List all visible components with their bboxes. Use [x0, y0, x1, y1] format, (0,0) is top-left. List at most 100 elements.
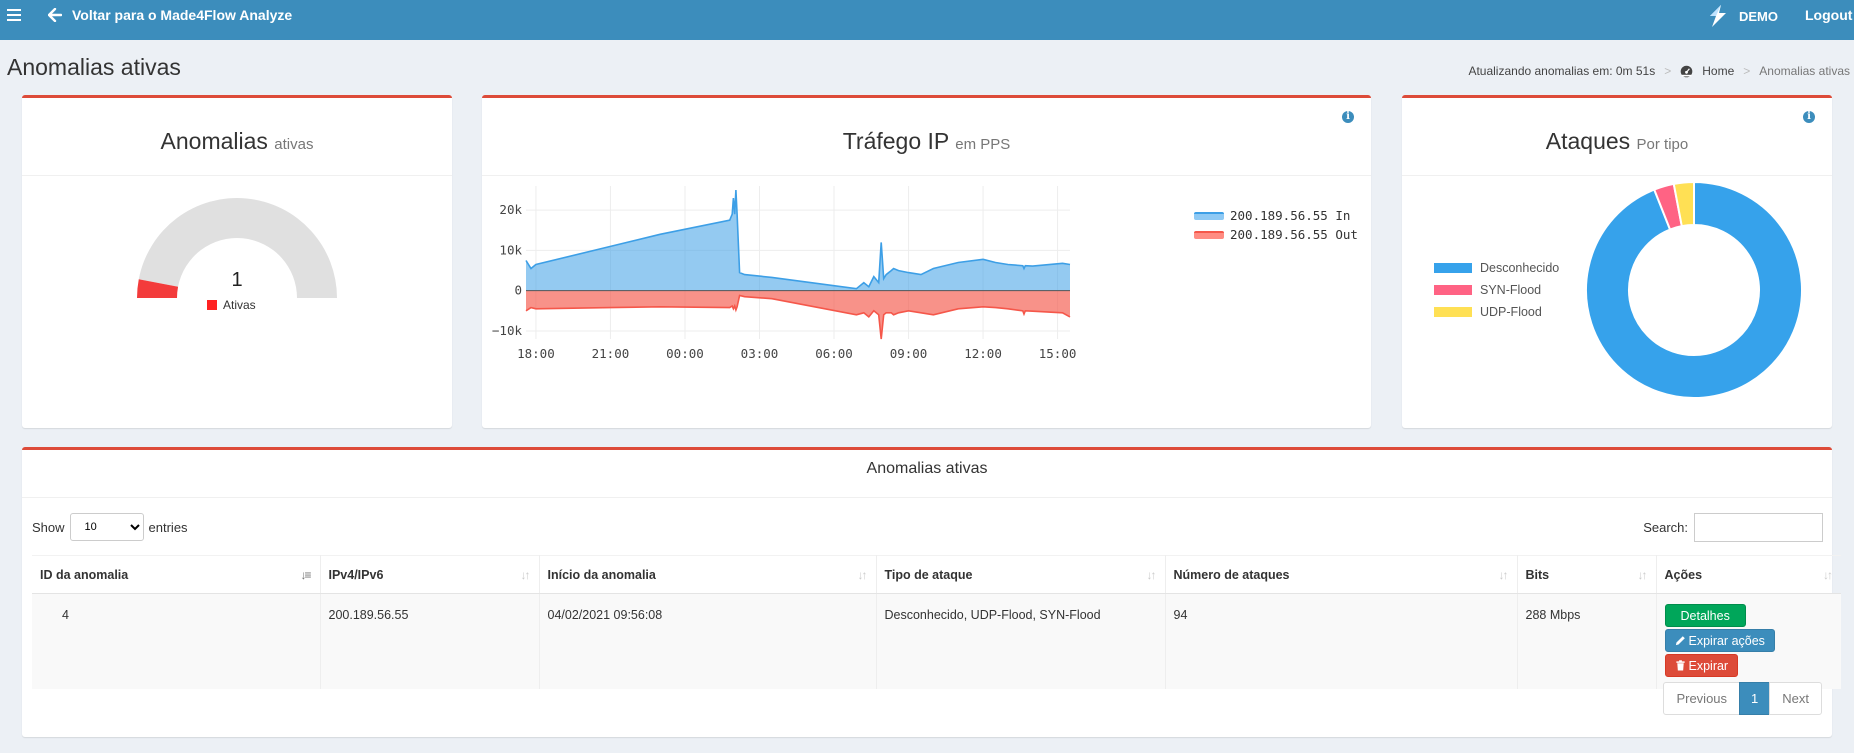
column-header-type[interactable]: Tipo de ataque ↓↑ [876, 555, 1166, 594]
pagination: Previous 1 Next [1663, 682, 1822, 715]
legend-desconhecido[interactable]: Desconhecido [1434, 261, 1559, 275]
x-tick-label: 12:00 [964, 346, 1002, 361]
entries-control: Show 10 entries [32, 513, 188, 541]
breadcrumb-separator: > [1743, 64, 1751, 78]
box-header: Anomalias ativas [22, 98, 452, 176]
active-anomalies-table-box: Anomalias ativas Show 10 entries Search:… [22, 447, 1841, 737]
pagination-next[interactable]: Next [1769, 682, 1822, 715]
pagination-previous[interactable]: Previous [1663, 682, 1741, 715]
expire-button[interactable]: Expirar [1664, 654, 1739, 677]
top-navbar: Voltar para o Made4Flow Analyze DEMO Log… [0, 0, 1854, 40]
sort-icon: ↓↑ [1146, 568, 1157, 582]
x-tick-label: 00:00 [666, 346, 704, 361]
column-header-label: IPv4/IPv6 [328, 567, 384, 582]
ip-traffic-box: Tráfego IP em PPS i 18:00 21:00 00:00 03:00… [482, 95, 1371, 428]
legend-series-out[interactable]: 200.189.56.55 Out [1194, 227, 1358, 242]
back-to-analyze-link[interactable]: Voltar para o Made4Flow Analyze [48, 7, 292, 23]
breadcrumb-current: Anomalias ativas [1759, 64, 1850, 78]
legend-label: Desconhecido [1480, 261, 1560, 275]
legend-syn-flood[interactable]: SYN-Flood [1434, 283, 1541, 297]
y-tick-label: 20k [499, 202, 522, 217]
box-subtitle: em PPS [955, 136, 1011, 153]
column-header-label: Ações [1664, 567, 1703, 582]
entries-label: entries [148, 519, 188, 535]
legend-swatch [1194, 230, 1224, 239]
box-title: Anomalias ativas [22, 128, 452, 155]
page-title: Anomalias ativas [7, 54, 181, 80]
button-label: Detalhes [1680, 609, 1730, 623]
box-header: Ataques Por tipo i [1402, 98, 1832, 176]
sort-icon: ↓↑ [520, 568, 531, 582]
anomalies-table: ID da anomalia ↓≡ IPv4/IPv6 ↓↑ Início da a… [32, 555, 1841, 689]
table-title: Anomalias ativas [866, 460, 988, 477]
legend-label: UDP-Flood [1480, 305, 1542, 319]
logout-link[interactable]: Logout [1805, 7, 1853, 23]
sort-desc-icon: ↓≡ [300, 568, 311, 582]
info-icon[interactable]: i [1803, 111, 1815, 123]
column-header-actions[interactable]: Ações ↓↑ [1656, 555, 1841, 594]
breadcrumb-separator: > [1664, 64, 1672, 78]
column-header-ip[interactable]: IPv4/IPv6 ↓↑ [320, 555, 540, 594]
active-anomalies-box: Anomalias ativas 1 Ativas [22, 95, 452, 428]
refresh-countdown: Atualizando anomalias em: 0m 51s [1468, 64, 1656, 78]
y-tick-label: −10k [492, 323, 523, 338]
box-title: Ataques Por tipo [1402, 128, 1832, 155]
hamburger-menu-icon[interactable] [7, 9, 21, 21]
table-row: 4 200.189.56.55 04/02/2021 09:56:08 Desc… [32, 593, 1841, 689]
cell-type: Desconhecido, UDP-Flood, SYN-Flood [876, 593, 1166, 689]
brand[interactable]: DEMO [1707, 4, 1778, 28]
y-tick-label: 10k [499, 242, 522, 257]
info-icon[interactable]: i [1342, 111, 1354, 123]
column-header-start[interactable]: Início da anomalia ↓↑ [539, 555, 877, 594]
legend-udp-flood[interactable]: UDP-Flood [1434, 305, 1542, 319]
column-header-label: ID da anomalia [40, 567, 129, 582]
column-header-id[interactable]: ID da anomalia ↓≡ [32, 555, 321, 594]
breadcrumb-home[interactable]: Home [1702, 64, 1735, 78]
sort-icon: ↓↑ [1498, 568, 1509, 582]
button-label: Expirar ações [1688, 634, 1765, 648]
column-header-label: Número de ataques [1173, 567, 1290, 582]
x-tick-label: 15:00 [1039, 346, 1077, 361]
legend-swatch [1434, 285, 1472, 295]
brand-label: DEMO [1739, 8, 1778, 24]
back-link-label: Voltar para o Made4Flow Analyze [72, 7, 293, 23]
box-title-main: Ataques [1545, 128, 1631, 154]
x-tick-label: 21:00 [592, 346, 630, 361]
x-tick-label: 03:00 [741, 346, 779, 361]
pencil-icon [1675, 636, 1685, 646]
box-header: Tráfego IP em PPS i [482, 98, 1371, 176]
donut-slice-desconhecido[interactable] [1585, 180, 1803, 399]
pagination-page-1[interactable]: 1 [1739, 682, 1771, 715]
attacks-donut-chart [1585, 180, 1803, 399]
column-header-count[interactable]: Número de ataques ↓↑ [1165, 555, 1518, 594]
cell-ip: 200.189.56.55 [320, 593, 540, 689]
legend-swatch [1434, 307, 1472, 317]
legend-series-in[interactable]: 200.189.56.55 In [1194, 208, 1350, 223]
breadcrumb: Atualizando anomalias em: 0m 51s > Home … [1468, 64, 1850, 78]
sort-icon: ↓↑ [1823, 568, 1833, 582]
cell-count: 94 [1165, 593, 1518, 689]
series-area-out [526, 290, 1070, 339]
sort-icon: ↓↑ [1637, 568, 1648, 582]
search-input[interactable] [1694, 513, 1823, 542]
box-subtitle: ativas [274, 136, 314, 153]
column-header-bits[interactable]: Bits ↓↑ [1517, 555, 1657, 594]
x-tick-label: 09:00 [890, 346, 928, 361]
divider [22, 497, 1832, 498]
details-button[interactable]: Detalhes [1664, 604, 1746, 627]
entries-select[interactable]: 10 [69, 513, 144, 541]
box-subtitle: Por tipo [1636, 136, 1689, 153]
search-label: Search: [1643, 520, 1688, 535]
cell-start: 04/02/2021 09:56:08 [539, 593, 877, 689]
expire-actions-button[interactable]: Expirar ações [1664, 629, 1775, 652]
active-anomalies-gauge [137, 198, 337, 298]
donut-slice-udp-flood[interactable] [1672, 180, 1695, 228]
x-tick-label: 06:00 [815, 346, 853, 361]
box-title: Tráfego IP em PPS [482, 128, 1371, 155]
column-header-label: Bits [1525, 567, 1550, 582]
cell-actions: Detalhes Expirar ações Expirar [1656, 593, 1841, 689]
legend-swatch [207, 300, 217, 310]
series-line-out [525, 294, 1071, 340]
column-header-label: Início da anomalia [547, 567, 656, 582]
button-label: Expirar [1688, 659, 1729, 673]
